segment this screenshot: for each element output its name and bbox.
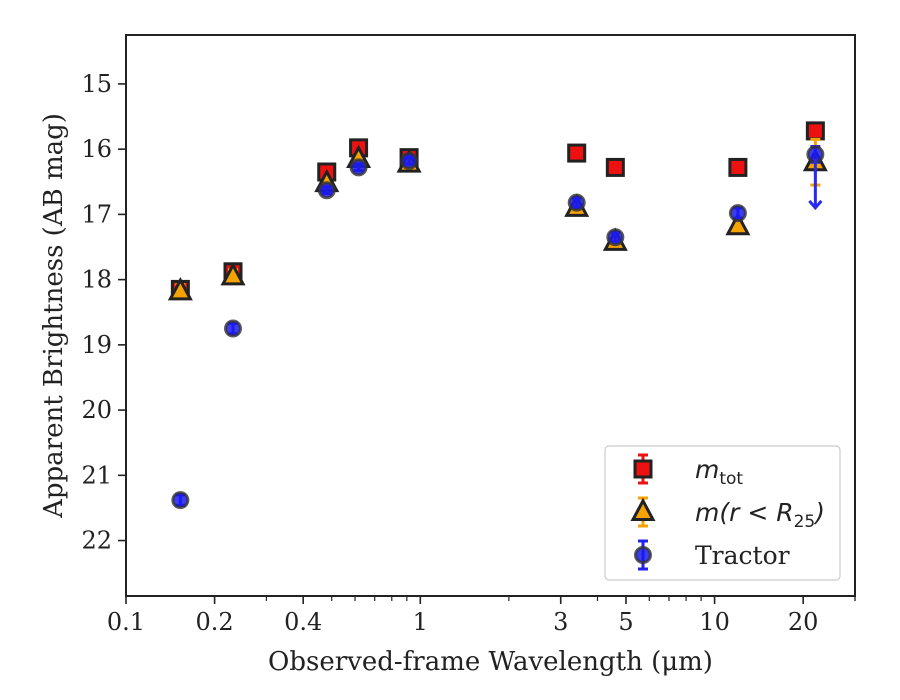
x-axis-label: Observed-frame Wavelength (μm) [268, 647, 713, 677]
data-marks [167, 121, 828, 510]
y-tick-label: 16 [81, 135, 112, 163]
data-point-square [605, 157, 625, 177]
y-tick-label: 17 [81, 200, 112, 228]
data-point-square [805, 121, 825, 141]
legend-label: m(r < R25) [695, 498, 825, 532]
legend-entry: m(r < R25) [630, 496, 825, 532]
data-point-circle [349, 158, 368, 177]
y-tick-label: 20 [81, 396, 112, 424]
x-tick-label: 0.4 [284, 608, 322, 636]
legend-marker-square [633, 459, 653, 479]
data-point-circle [224, 319, 243, 338]
x-tick-label: 1 [413, 608, 428, 636]
legend-marker-triangle [630, 497, 656, 522]
x-axis-ticks: 0.1 0.2 0.4 1 3 5 10 20 [107, 596, 856, 636]
data-point-triangle [725, 211, 751, 236]
axes-frame [125, 34, 856, 597]
data-point-circle [171, 491, 190, 510]
data-point-square [567, 143, 587, 163]
series-triangle [167, 137, 828, 301]
x-tick-label: 5 [618, 608, 633, 636]
data-point-triangle [220, 262, 246, 286]
y-tick-label: 21 [81, 461, 112, 489]
legend-marker-circle [634, 546, 652, 564]
legend-entry: mtot [633, 453, 743, 489]
data-point-circle [567, 193, 586, 212]
y-axis-ticks: 15 16 17 18 19 20 21 22 [81, 70, 126, 555]
data-point-square [728, 157, 748, 177]
data-point-circle [317, 181, 336, 200]
x-tick-label: 10 [699, 608, 730, 636]
x-tick-label: 20 [788, 608, 819, 636]
y-axis-label: Apparent Brightness (AB mag) [39, 113, 69, 519]
legend-entry: Tractor [634, 539, 790, 571]
y-tick-label: 22 [81, 527, 112, 555]
series-circle [171, 145, 825, 510]
x-tick-label: 0.2 [196, 608, 234, 636]
legend-frame [604, 445, 841, 581]
series-square [170, 121, 825, 299]
upper-limit-arrowhead [808, 199, 823, 211]
y-tick-label: 15 [81, 70, 112, 98]
data-point-circle [728, 204, 747, 223]
legend-label: Tractor [695, 541, 790, 570]
data-point-circle [606, 228, 625, 247]
y-tick-label: 18 [81, 266, 112, 294]
x-tick-label: 3 [553, 608, 568, 636]
legend-label: mtot [695, 455, 743, 489]
y-tick-label: 19 [81, 331, 112, 359]
x-tick-label: 0.1 [107, 608, 145, 636]
legend: mtot m(r < R25) Tractor [604, 445, 841, 581]
data-point-triangle [167, 277, 193, 301]
data-point-circle [400, 151, 419, 170]
